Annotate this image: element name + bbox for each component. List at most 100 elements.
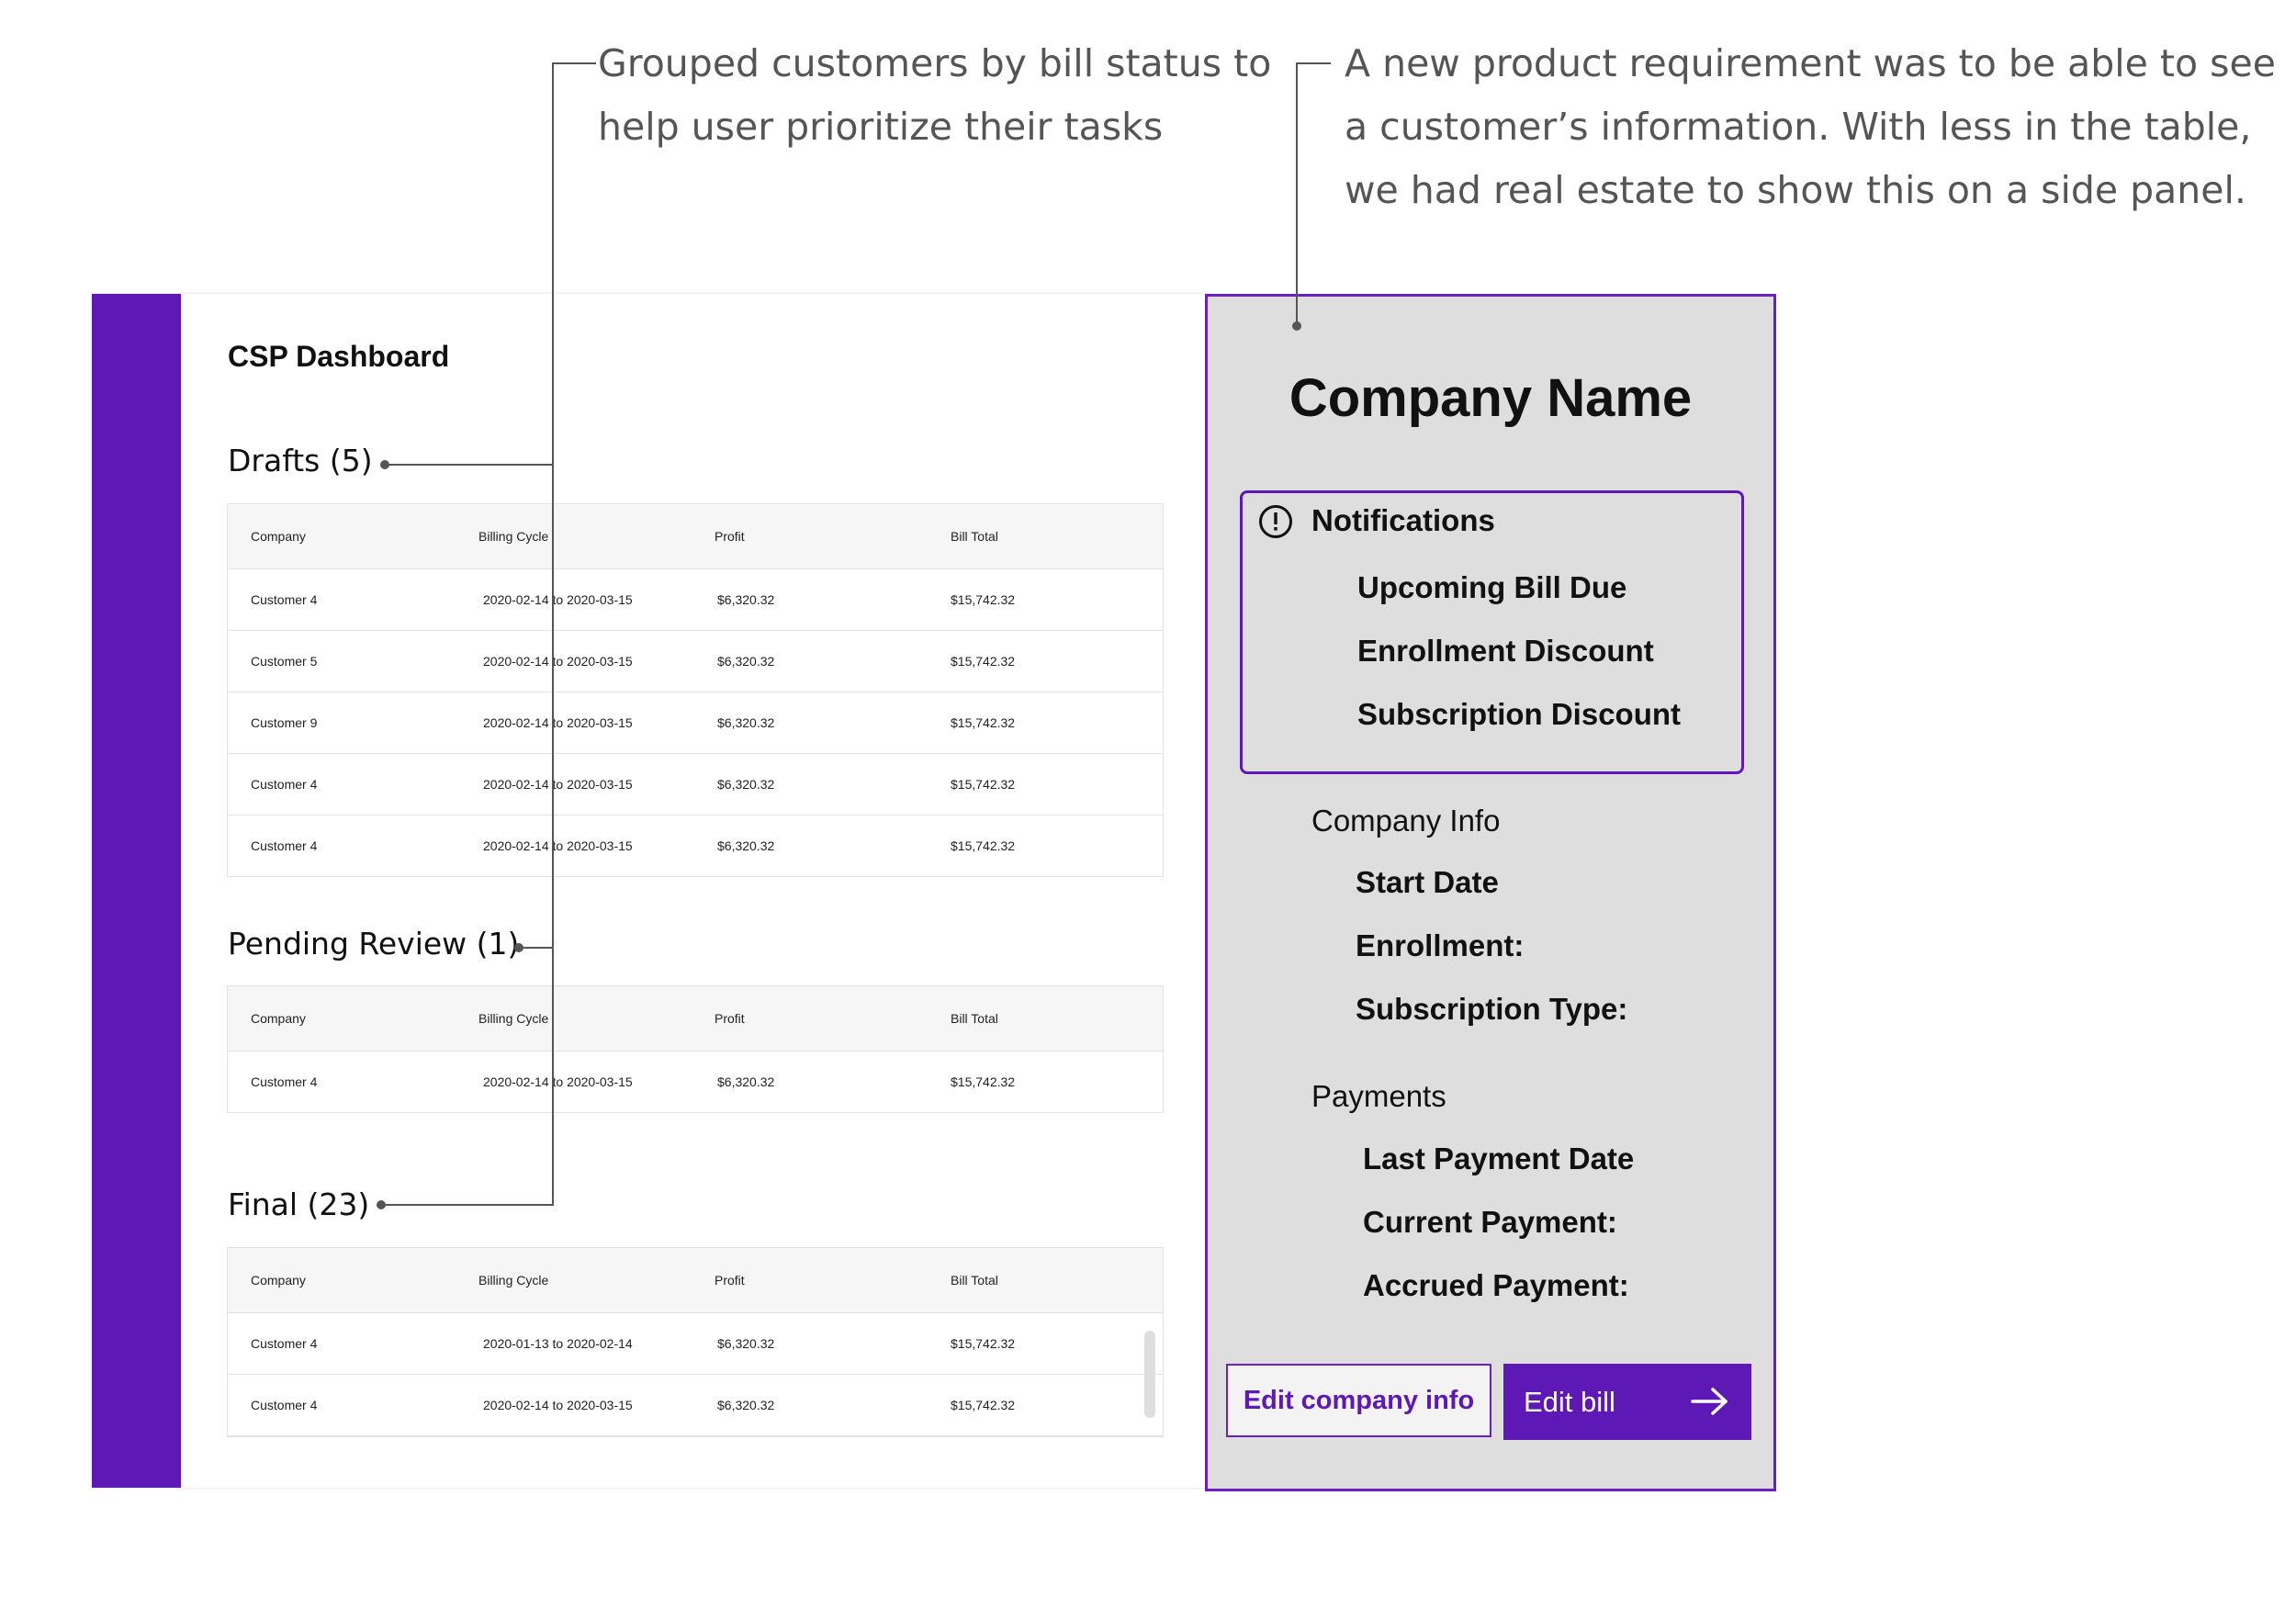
- cell-bill-total: $15,742.32: [951, 592, 1016, 607]
- cell-company: Customer 9: [251, 715, 318, 730]
- annotation-grouping-line1: Grouped customers by bill status to: [598, 41, 1272, 85]
- annotation-connector-vertical: [552, 62, 554, 1206]
- cell-billing-cycle: 2020-02-14 to 2020-03-15: [483, 1398, 633, 1412]
- annotation-dot-final: [377, 1200, 386, 1209]
- column-header-profit[interactable]: Profit: [715, 529, 745, 544]
- cell-billing-cycle: 2020-02-14 to 2020-03-15: [483, 715, 633, 730]
- annotation-connector-top: [552, 62, 596, 64]
- cell-profit: $6,320.32: [717, 777, 775, 792]
- cell-billing-cycle: 2020-02-14 to 2020-03-15: [483, 777, 633, 792]
- table-row[interactable]: Customer 4 2020-02-14 to 2020-03-15 $6,3…: [228, 754, 1163, 815]
- table-scrollbar[interactable]: [1144, 1331, 1155, 1418]
- column-header-company[interactable]: Company: [251, 529, 306, 544]
- company-info-title: Company Info: [1311, 804, 1501, 838]
- payments-last-payment-date: Last Payment Date: [1363, 1142, 1635, 1175]
- notifications-title: Notifications: [1311, 503, 1495, 537]
- annotation-panel-line2: a customer’s information. With less in t…: [1345, 105, 2252, 149]
- annotation-dot-pending: [514, 943, 523, 952]
- annotation-connector-drafts: [385, 464, 553, 466]
- cell-company: Customer 4: [251, 1336, 318, 1351]
- edit-bill-button[interactable]: Edit bill: [1503, 1364, 1751, 1440]
- table-header: Company Billing Cycle Profit Bill Total: [228, 504, 1163, 569]
- cell-company: Customer 4: [251, 1074, 318, 1089]
- section-title-pending-review: Pending Review (1): [228, 926, 520, 962]
- notifications-box: [1240, 490, 1744, 774]
- arrow-right-icon: [1691, 1388, 1728, 1415]
- notification-item[interactable]: Subscription Discount: [1357, 697, 1682, 731]
- column-header-billing-cycle[interactable]: Billing Cycle: [478, 529, 549, 544]
- table-row[interactable]: Customer 4 2020-02-14 to 2020-03-15 $6,3…: [228, 1052, 1163, 1112]
- cell-profit: $6,320.32: [717, 715, 775, 730]
- annotation-dot-panel: [1292, 321, 1301, 331]
- cell-profit: $6,320.32: [717, 654, 775, 669]
- cell-company: Customer 4: [251, 1398, 318, 1412]
- annotation-panel-line3: we had real estate to show this on a sid…: [1345, 168, 2246, 212]
- cell-profit: $6,320.32: [717, 1074, 775, 1089]
- cell-bill-total: $15,742.32: [951, 715, 1016, 730]
- column-header-company[interactable]: Company: [251, 1273, 306, 1288]
- page-title: CSP Dashboard: [228, 340, 450, 373]
- notification-item[interactable]: Enrollment Discount: [1357, 634, 1654, 668]
- pending-review-table: Company Billing Cycle Profit Bill Total …: [227, 985, 1164, 1113]
- final-table: Company Billing Cycle Profit Bill Total …: [227, 1247, 1164, 1437]
- column-header-billing-cycle[interactable]: Billing Cycle: [478, 1011, 549, 1026]
- column-header-billing-cycle[interactable]: Billing Cycle: [478, 1273, 549, 1288]
- cell-profit: $6,320.32: [717, 1336, 775, 1351]
- column-header-bill-total[interactable]: Bill Total: [951, 1273, 998, 1288]
- table-row[interactable]: Customer 4 2020-02-14 to 2020-03-15 $6,3…: [228, 815, 1163, 876]
- customer-side-panel: [1205, 294, 1776, 1491]
- cell-bill-total: $15,742.32: [951, 1336, 1016, 1351]
- drafts-table: Company Billing Cycle Profit Bill Total …: [227, 503, 1164, 877]
- cell-bill-total: $15,742.32: [951, 838, 1016, 853]
- column-header-profit[interactable]: Profit: [715, 1273, 745, 1288]
- annotation-panel-line1: A new product requirement was to be able…: [1345, 41, 2276, 85]
- column-header-bill-total[interactable]: Bill Total: [951, 1011, 998, 1026]
- table-header: Company Billing Cycle Profit Bill Total: [228, 1248, 1163, 1313]
- sidebar-bar: [92, 294, 181, 1488]
- cell-billing-cycle: 2020-02-14 to 2020-03-15: [483, 592, 633, 607]
- cell-profit: $6,320.32: [717, 592, 775, 607]
- cell-company: Customer 4: [251, 777, 318, 792]
- annotation-connector-final: [381, 1204, 553, 1206]
- annotation-connector-panel-vertical: [1296, 62, 1298, 327]
- cell-company: Customer 5: [251, 654, 318, 669]
- cell-billing-cycle: 2020-01-13 to 2020-02-14: [483, 1336, 633, 1351]
- cell-profit: $6,320.32: [717, 838, 775, 853]
- table-row[interactable]: Customer 4 2020-02-14 to 2020-03-15 $6,3…: [228, 1375, 1163, 1436]
- company-info-subscription-type: Subscription Type:: [1356, 992, 1628, 1026]
- section-title-final: Final (23): [228, 1187, 370, 1222]
- cell-billing-cycle: 2020-02-14 to 2020-03-15: [483, 654, 633, 669]
- cell-billing-cycle: 2020-02-14 to 2020-03-15: [483, 1074, 633, 1089]
- payments-title: Payments: [1311, 1079, 1446, 1113]
- section-title-drafts: Drafts (5): [228, 443, 373, 478]
- table-row[interactable]: Customer 4 2020-02-14 to 2020-03-15 $6,3…: [228, 569, 1163, 631]
- cell-company: Customer 4: [251, 592, 318, 607]
- cell-billing-cycle: 2020-02-14 to 2020-03-15: [483, 838, 633, 853]
- cell-bill-total: $15,742.32: [951, 654, 1016, 669]
- payments-accrued-payment: Accrued Payment:: [1363, 1268, 1629, 1302]
- annotation-connector-panel-top: [1296, 62, 1331, 64]
- edit-company-info-label: Edit company info: [1243, 1385, 1475, 1415]
- column-header-profit[interactable]: Profit: [715, 1011, 745, 1026]
- company-name-title: Company Name: [1289, 368, 1693, 428]
- table-row[interactable]: Customer 5 2020-02-14 to 2020-03-15 $6,3…: [228, 631, 1163, 692]
- company-info-enrollment: Enrollment:: [1356, 928, 1525, 962]
- table-row[interactable]: Customer 9 2020-02-14 to 2020-03-15 $6,3…: [228, 692, 1163, 754]
- exclamation-circle-icon: [1259, 505, 1292, 538]
- column-header-bill-total[interactable]: Bill Total: [951, 529, 998, 544]
- column-header-company[interactable]: Company: [251, 1011, 306, 1026]
- table-row[interactable]: Customer 4 2020-01-13 to 2020-02-14 $6,3…: [228, 1313, 1163, 1375]
- edit-bill-label: Edit bill: [1524, 1385, 1615, 1418]
- cell-bill-total: $15,742.32: [951, 1074, 1016, 1089]
- table-header: Company Billing Cycle Profit Bill Total: [228, 986, 1163, 1052]
- annotation-grouping-line2: help user prioritize their tasks: [598, 105, 1164, 149]
- payments-current-payment: Current Payment:: [1363, 1205, 1617, 1239]
- notification-item[interactable]: Upcoming Bill Due: [1357, 570, 1627, 604]
- cell-bill-total: $15,742.32: [951, 1398, 1016, 1412]
- annotation-dot-drafts: [380, 460, 389, 469]
- company-info-start-date: Start Date: [1356, 865, 1499, 899]
- cell-profit: $6,320.32: [717, 1398, 775, 1412]
- cell-bill-total: $15,742.32: [951, 777, 1016, 792]
- annotation-connector-pending: [519, 947, 553, 949]
- edit-company-info-button[interactable]: Edit company info: [1226, 1364, 1491, 1437]
